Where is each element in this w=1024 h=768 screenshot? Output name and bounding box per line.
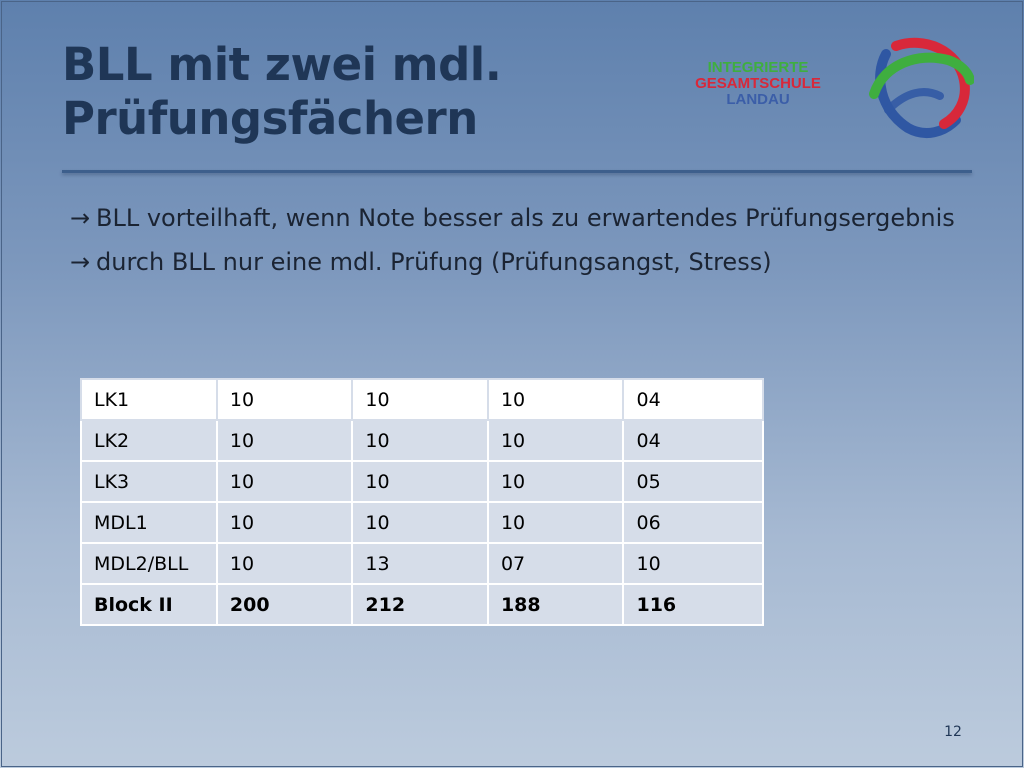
table-row: LK1 10 10 10 04 bbox=[80, 378, 764, 421]
table-cell: 04 bbox=[622, 378, 764, 421]
table-cell: 07 bbox=[486, 542, 625, 585]
table-cell: 116 bbox=[622, 583, 764, 626]
arrow-right-icon: → bbox=[70, 248, 91, 276]
school-logo-text: INTEGRIERTE GESAMTSCHULE LANDAU bbox=[684, 60, 832, 108]
table-cell: 10 bbox=[486, 501, 625, 544]
table-cell: 10 bbox=[486, 378, 625, 421]
table-cell: 212 bbox=[351, 583, 489, 626]
logo-line-2: GESAMTSCHULE bbox=[695, 75, 821, 92]
table-cell: 10 bbox=[351, 378, 489, 421]
table-row: MDL2/BLL 10 13 07 10 bbox=[80, 542, 764, 585]
table-cell: 10 bbox=[486, 419, 625, 462]
table-cell: 05 bbox=[622, 460, 764, 503]
table-cell: Block II bbox=[80, 583, 218, 626]
table-cell: 188 bbox=[486, 583, 625, 626]
logo-line-1: INTEGRIERTE bbox=[707, 59, 809, 76]
bullet-text: BLL vorteilhaft, wenn Note besser als zu… bbox=[96, 204, 955, 232]
arrow-right-icon: → bbox=[70, 204, 91, 232]
table-cell: MDL2/BLL bbox=[80, 542, 218, 585]
table-cell: 13 bbox=[351, 542, 489, 585]
table-row: LK2 10 10 10 04 bbox=[80, 419, 764, 462]
table-cell: 10 bbox=[215, 460, 354, 503]
table-row: LK3 10 10 10 05 bbox=[80, 460, 764, 503]
page-number: 12 bbox=[944, 724, 962, 740]
table-cell: 10 bbox=[215, 501, 354, 544]
table-row-total: Block II 200 212 188 116 bbox=[80, 583, 764, 626]
table-cell: 200 bbox=[215, 583, 354, 626]
table-cell: 10 bbox=[351, 419, 489, 462]
bullet-text: durch BLL nur eine mdl. Prüfung (Prüfung… bbox=[96, 248, 772, 276]
table-cell: 06 bbox=[622, 501, 764, 544]
title-divider bbox=[62, 170, 972, 173]
school-logo-icon bbox=[869, 37, 974, 139]
bullet-list: → BLL vorteilhaft, wenn Note besser als … bbox=[70, 198, 970, 286]
table-cell: LK1 bbox=[80, 378, 218, 421]
table-cell: 10 bbox=[486, 460, 625, 503]
bullet-item: → BLL vorteilhaft, wenn Note besser als … bbox=[70, 198, 970, 238]
slide-title: BLL mit zwei mdl. Prüfungsfächern bbox=[62, 38, 682, 146]
table-cell: LK3 bbox=[80, 460, 218, 503]
title-line-1: BLL mit zwei mdl. bbox=[62, 38, 502, 91]
table-cell: 10 bbox=[215, 419, 354, 462]
table-cell: MDL1 bbox=[80, 501, 218, 544]
table-cell: 10 bbox=[351, 460, 489, 503]
table-cell: 04 bbox=[622, 419, 764, 462]
table-cell: 10 bbox=[622, 542, 764, 585]
table-row: MDL1 10 10 10 06 bbox=[80, 501, 764, 544]
table-cell: 10 bbox=[215, 378, 354, 421]
grades-table: LK1 10 10 10 04 LK2 10 10 10 04 LK3 10 1… bbox=[80, 378, 764, 626]
title-line-2: Prüfungsfächern bbox=[62, 92, 478, 145]
logo-line-3: LANDAU bbox=[726, 91, 790, 108]
table-cell: 10 bbox=[215, 542, 354, 585]
table-cell: LK2 bbox=[80, 419, 218, 462]
bullet-item: → durch BLL nur eine mdl. Prüfung (Prüfu… bbox=[70, 242, 970, 282]
table-cell: 10 bbox=[351, 501, 489, 544]
